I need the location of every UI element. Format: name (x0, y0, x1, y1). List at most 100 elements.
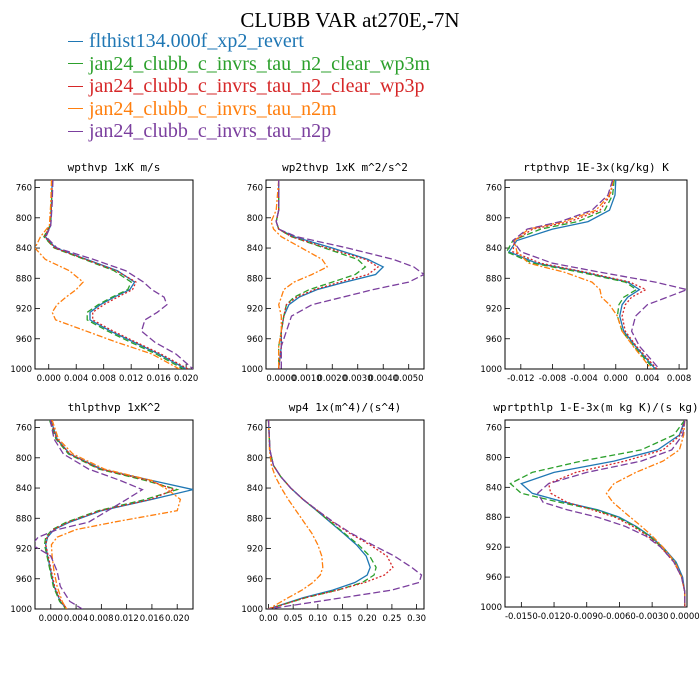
y-tick-label: 960 (486, 573, 502, 583)
series-line (45, 180, 193, 369)
y-tick-label: 800 (16, 454, 32, 464)
panel-title: wp4 1x(m^4)/(s^4) (289, 401, 402, 414)
y-tick-label: 840 (486, 244, 502, 254)
chart-panel: thlpthvp 1xK^2 760 800 840 880 920 960 1000 0.00… (10, 401, 194, 624)
x-tick-label: 0.000 (604, 374, 628, 384)
x-tick-label: 0.0050 (394, 374, 424, 384)
y-tick-label: 920 (486, 543, 502, 553)
y-tick-label: 800 (16, 214, 32, 224)
y-tick-label: 1000 (480, 603, 502, 613)
y-tick-label: 960 (16, 575, 32, 585)
x-tick-label: 0.25 (382, 614, 401, 624)
series-line (45, 420, 176, 609)
chart-panel: wp2thvp 1xK m^2/s^2 760 800 840 880 920 960 100… (241, 161, 425, 384)
plot-frame (504, 179, 688, 370)
series-line (508, 180, 656, 369)
y-tick-label: 1000 (241, 365, 263, 375)
y-tick-label: 1000 (241, 605, 263, 615)
legend: flthist134.000f_xp2_revert jan24_clubb_c… (68, 30, 430, 143)
x-tick-label: 0.05 (284, 614, 303, 624)
series-line (267, 420, 371, 609)
y-tick-label: 880 (247, 274, 263, 284)
y-tick-label: 800 (486, 214, 502, 224)
x-tick-label: 0.008 (667, 374, 691, 384)
x-tick-label: -0.0060 (603, 612, 636, 622)
chart-panel: wp4 1x(m^4)/(s^4)76080084088092096010000… (241, 401, 426, 624)
series-line (509, 420, 686, 607)
x-tick-label: 0.000 (39, 614, 63, 624)
y-tick-label: 840 (16, 244, 32, 254)
legend-label: jan24_clubb_c_invrs_tau_n2p (89, 120, 332, 142)
y-tick-label: 760 (486, 423, 502, 433)
series-line (267, 420, 394, 609)
panel-title: wpthvp 1xK m/s (68, 161, 161, 174)
x-tick-label: 0.0030 (343, 374, 373, 384)
series-line (536, 420, 686, 607)
legend-item: jan24_clubb_c_invrs_tau_n2_clear_wp3p (68, 75, 430, 98)
x-tick-label: -0.0030 (636, 612, 669, 622)
x-tick-label: 0.008 (92, 374, 116, 384)
legend-item: jan24_clubb_c_invrs_tau_n2_clear_wp3m (68, 53, 430, 76)
series-line (50, 420, 182, 609)
series-line (547, 420, 686, 607)
legend-label: jan24_clubb_c_invrs_tau_n2m (89, 97, 337, 120)
y-tick-label: 840 (247, 484, 263, 494)
y-tick-label: 920 (247, 545, 263, 555)
y-tick-label: 1000 (10, 365, 32, 375)
x-tick-label: -0.004 (570, 374, 597, 384)
y-tick-label: 880 (16, 514, 32, 524)
y-tick-label: 840 (486, 483, 502, 493)
series-line (605, 420, 686, 607)
legend-swatch (68, 108, 83, 110)
chart-panel: wpthvp 1xK m/s 760 800 840 880 920 960 1000 0.00… (10, 161, 198, 384)
x-tick-label: -0.0150 (505, 612, 538, 622)
x-tick-label: 0.008 (89, 614, 113, 624)
y-tick-label: 760 (247, 424, 263, 434)
plot-frame (34, 179, 194, 370)
y-tick-label: 760 (16, 424, 32, 434)
legend-label: jan24_clubb_c_invrs_tau_n2_clear_wp3p (89, 75, 425, 97)
plot-frame (34, 419, 194, 610)
series-line (43, 180, 189, 369)
legend-swatch (68, 63, 83, 65)
panel-title: rtpthvp 1E-3x(kg/kg) K (523, 161, 669, 174)
chart-panel: rtpthvp 1E-3x(kg/kg) K 760 800 840 880 920 960… (480, 161, 691, 384)
series-line (513, 180, 652, 369)
x-tick-label: 0.20 (358, 614, 377, 624)
x-tick-label: 0.00 (259, 614, 278, 624)
series-line (270, 180, 329, 369)
x-tick-label: 0.0020 (317, 374, 347, 384)
panel-title: thlpthvp 1xK^2 (68, 401, 161, 414)
x-tick-label: 0.004 (635, 374, 659, 384)
plot-frame (265, 419, 425, 610)
y-tick-label: 800 (247, 214, 263, 224)
series-line (44, 180, 187, 369)
x-tick-label: -0.012 (507, 374, 534, 384)
series-line (275, 180, 424, 369)
series-line (35, 420, 144, 609)
y-tick-label: 800 (486, 453, 502, 463)
x-tick-label: 0.016 (146, 374, 170, 384)
y-tick-label: 960 (247, 335, 263, 345)
y-tick-label: 1000 (480, 365, 502, 375)
y-tick-label: 760 (486, 184, 502, 194)
legend-item: jan24_clubb_c_invrs_tau_n2p (68, 120, 430, 143)
legend-swatch (68, 40, 83, 42)
series-line (43, 180, 184, 369)
y-tick-label: 960 (16, 335, 32, 345)
figure-title: CLUBB VAR at270E,-7N (240, 8, 460, 32)
plot-frame (504, 419, 688, 608)
legend-swatch (68, 85, 83, 87)
series-line (267, 420, 324, 609)
legend-label: flthist134.000f_xp2_revert (89, 30, 304, 52)
x-tick-label: 0.004 (64, 374, 88, 384)
x-tick-label: 0.020 (165, 614, 189, 624)
x-tick-label: 0.0000 (266, 374, 296, 384)
x-tick-label: 0.016 (140, 614, 164, 624)
x-tick-label: 0.0010 (292, 374, 322, 384)
y-tick-label: 840 (16, 484, 32, 494)
x-tick-label: 0.004 (64, 614, 88, 624)
x-tick-label: 0.012 (114, 614, 138, 624)
legend-label: jan24_clubb_c_invrs_tau_n2_clear_wp3m (89, 52, 431, 75)
legend-item: jan24_clubb_c_invrs_tau_n2m (68, 98, 430, 121)
